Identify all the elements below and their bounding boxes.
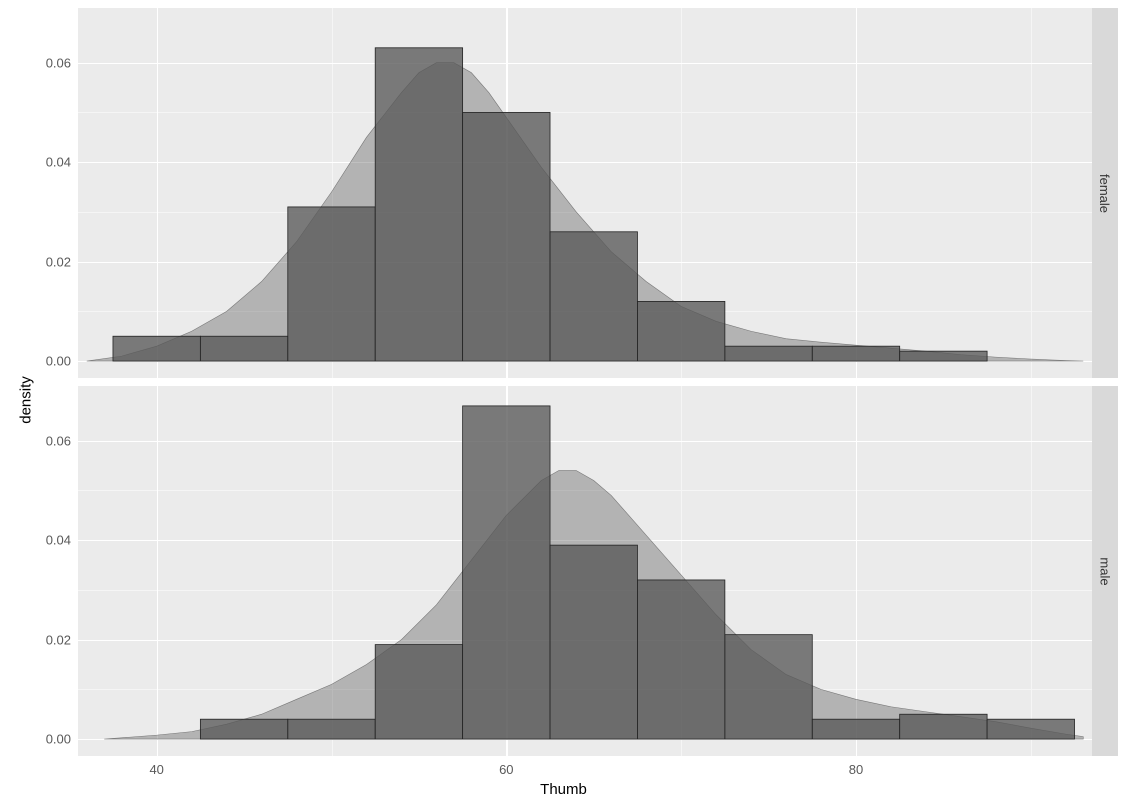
histogram-bar bbox=[637, 580, 724, 739]
y-tick-label: 0.04 bbox=[33, 533, 71, 548]
y-tick-label: 0.06 bbox=[33, 433, 71, 448]
histogram-bar bbox=[288, 207, 375, 361]
histogram-bar bbox=[113, 336, 200, 361]
x-tick-label: 40 bbox=[149, 762, 163, 777]
histogram-bar bbox=[725, 346, 812, 361]
x-tick-label: 60 bbox=[499, 762, 513, 777]
facet-strip-male: male bbox=[1092, 386, 1118, 756]
histogram-bar bbox=[900, 714, 987, 739]
histogram-bar bbox=[375, 48, 462, 361]
histogram-bar bbox=[812, 346, 899, 361]
plot-svg-female bbox=[78, 8, 1092, 378]
x-tick-label: 80 bbox=[849, 762, 863, 777]
plot-svg-male bbox=[78, 386, 1092, 756]
histogram-bar bbox=[375, 645, 462, 739]
figure-root: density Thumb female 0.00 0.02 0.04 0.06 male… bbox=[0, 0, 1127, 800]
y-tick-label: 0.00 bbox=[33, 354, 71, 369]
y-tick-label: 0.00 bbox=[33, 732, 71, 747]
panel-female bbox=[78, 8, 1092, 378]
facet-label: male bbox=[1098, 557, 1113, 585]
y-tick-label: 0.06 bbox=[33, 55, 71, 70]
histogram-bar bbox=[463, 112, 550, 361]
histogram-bar bbox=[200, 336, 287, 361]
histogram-bar bbox=[812, 719, 899, 739]
histogram-bar bbox=[550, 545, 637, 739]
y-tick-label: 0.04 bbox=[33, 155, 71, 170]
facet-strip-female: female bbox=[1092, 8, 1118, 378]
panel-male bbox=[78, 386, 1092, 756]
y-tick-label: 0.02 bbox=[33, 632, 71, 647]
histogram-bar bbox=[463, 406, 550, 739]
histogram-bar bbox=[987, 719, 1074, 739]
y-tick-label: 0.02 bbox=[33, 254, 71, 269]
facet-label: female bbox=[1098, 173, 1113, 212]
histogram-bar bbox=[550, 232, 637, 361]
y-axis-label: density bbox=[17, 376, 34, 424]
histogram-bar bbox=[900, 351, 987, 361]
histogram-bar bbox=[288, 719, 375, 739]
histogram-bar bbox=[725, 635, 812, 739]
histogram-bar bbox=[637, 301, 724, 361]
x-axis-label: Thumb bbox=[540, 781, 587, 798]
histogram-bar bbox=[200, 719, 287, 739]
